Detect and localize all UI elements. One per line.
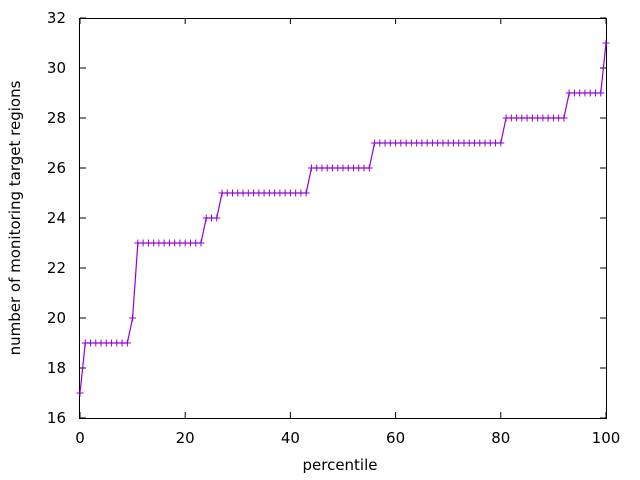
x-tick-label: 0 xyxy=(75,429,85,447)
data-point xyxy=(497,139,505,147)
y-tick-label: 30 xyxy=(47,59,66,77)
data-point xyxy=(597,89,605,97)
data-point xyxy=(213,214,221,222)
y-tick-label: 28 xyxy=(47,109,66,127)
x-axis-title: percentile xyxy=(302,456,377,474)
data-point xyxy=(560,114,568,122)
x-tick-label: 60 xyxy=(386,429,405,447)
data-point xyxy=(129,314,137,322)
data-point xyxy=(197,239,205,247)
x-tick-label: 100 xyxy=(592,429,621,447)
y-axis-ticks: 16 18 20 22 24 26 28 30 32 xyxy=(47,9,606,427)
y-axis-title: number of monitoring target regions xyxy=(6,80,24,355)
y-tick-label: 18 xyxy=(47,359,66,377)
data-point xyxy=(365,164,373,172)
data-point xyxy=(302,189,310,197)
y-tick-label: 22 xyxy=(47,259,66,277)
data-point xyxy=(76,389,84,397)
y-tick-label: 24 xyxy=(47,209,66,227)
y-tick-label: 20 xyxy=(47,309,66,327)
x-tick-label: 80 xyxy=(491,429,510,447)
y-tick-label: 26 xyxy=(47,159,66,177)
series-line xyxy=(79,42,607,394)
data-point xyxy=(123,339,131,347)
x-tick-label: 40 xyxy=(281,429,300,447)
series-layer xyxy=(76,39,610,397)
plot-frame xyxy=(79,18,607,419)
data-point xyxy=(602,39,610,47)
y-tick-label: 32 xyxy=(47,9,66,27)
y-tick-label: 16 xyxy=(47,409,66,427)
x-axis-ticks: 0 20 40 60 80 100 xyxy=(75,18,620,447)
x-tick-label: 20 xyxy=(176,429,195,447)
